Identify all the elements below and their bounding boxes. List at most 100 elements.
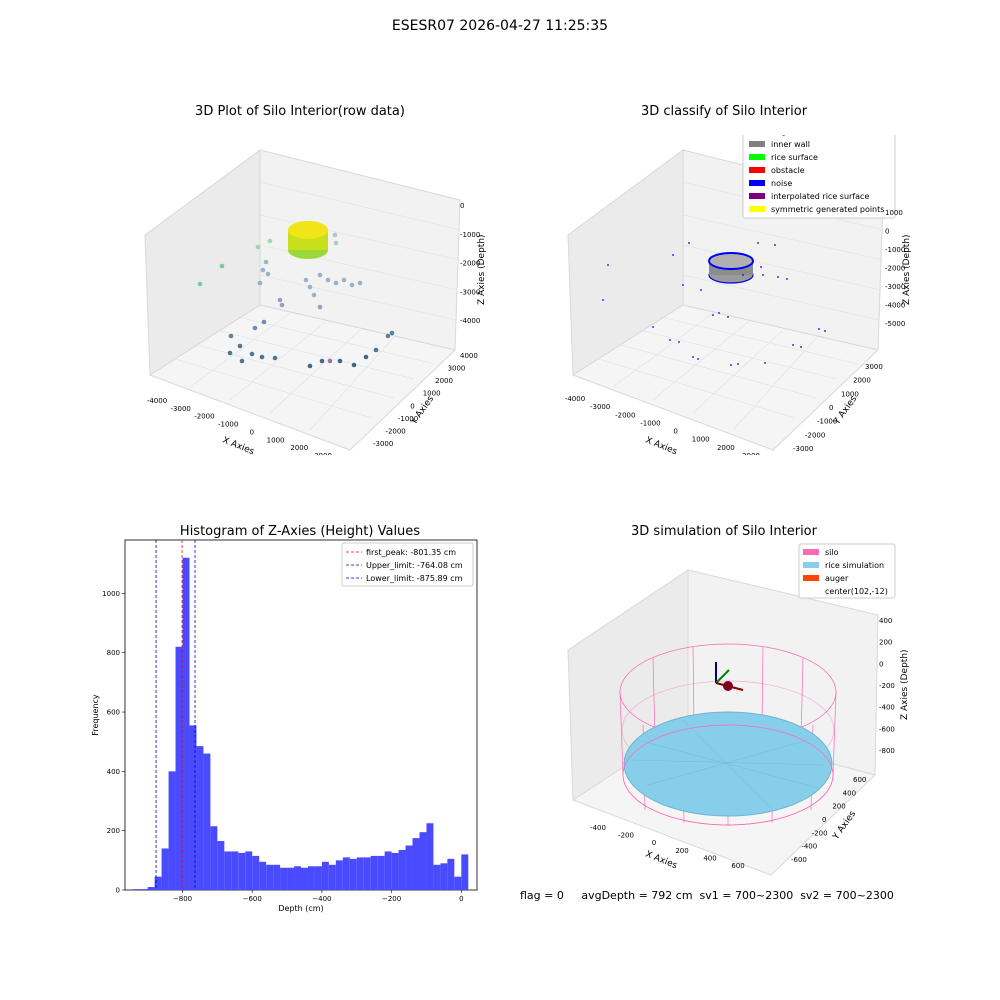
auger-marker — [715, 662, 744, 691]
histogram-y-tick-label: 800 — [107, 649, 120, 657]
histogram-bar — [133, 889, 141, 890]
noise-point — [672, 254, 674, 256]
simulation-zlabel: Z Axies (Depth) — [900, 649, 910, 720]
legend-label: center(102,-12) — [825, 587, 888, 596]
simulation-x-tick-label: 0 — [652, 839, 656, 847]
panel-title-simulation: 3D simulation of Silo Interior — [631, 524, 817, 539]
histogram-bar — [321, 861, 329, 890]
histogram-bar — [217, 841, 225, 890]
raw-data-point — [261, 319, 267, 325]
simulation-y-tick-label: -400 — [801, 843, 817, 851]
raw-data-point — [279, 302, 285, 308]
legend-swatch — [749, 167, 765, 173]
legend-label: inner wall — [771, 140, 810, 149]
raw-data-point — [333, 280, 339, 286]
raw-zlabel: Z Axies (Depth) — [477, 234, 487, 305]
raw-data-point — [239, 358, 245, 364]
simulation-y-tick-label: 200 — [832, 803, 845, 811]
histogram-bar — [175, 646, 183, 890]
raw-data-point — [263, 259, 269, 265]
status-footer: flag = 0 avgDepth = 792 cm sv1 = 700~230… — [520, 889, 894, 902]
histogram-bar — [189, 725, 197, 890]
raw-y-tick-label: 0 — [410, 402, 414, 410]
histogram-x-tick-label: −800 — [173, 895, 192, 903]
classify-x-tick-label: 2000 — [717, 444, 735, 452]
raw-y-tick-label: 3000 — [448, 365, 466, 373]
panel-title-classify: 3D classify of Silo Interior — [640, 104, 808, 119]
histogram-bars — [133, 557, 469, 890]
histogram-bar — [294, 866, 301, 890]
legend-swatch — [749, 193, 765, 199]
figure-title: ESESR07 2026-04-27 11:25:35 — [391, 18, 609, 34]
histogram-bar — [287, 867, 295, 890]
raw-data-point — [351, 362, 357, 368]
raw-data-point — [255, 244, 261, 250]
raw-data-point — [265, 271, 271, 277]
simulation-x-tick-label: 200 — [675, 847, 688, 855]
raw-data-point — [272, 355, 278, 361]
raw-data-point — [311, 292, 317, 298]
legend-label: obstacle — [771, 166, 805, 175]
classify-ring-top — [708, 252, 754, 270]
histogram-bar — [196, 746, 204, 890]
histogram-bar — [328, 864, 336, 890]
simulation-legend: silo rice simulation auger center(102,-12) — [798, 543, 896, 599]
raw-data-point — [385, 333, 391, 339]
raw-x-tick-label: -3000 — [171, 405, 191, 413]
legend-swatch — [803, 575, 819, 581]
raw-data-point — [267, 238, 273, 244]
raw-data-point — [389, 330, 395, 336]
classify-3d-plot: original data inner wall rice surface obsta… — [565, 135, 912, 455]
histogram-vlines — [155, 540, 196, 890]
simulation-z-tick-label: -600 — [879, 725, 895, 733]
legend-label: rice surface — [771, 153, 818, 162]
histogram-bar — [182, 557, 190, 890]
histogram-bar — [314, 866, 322, 890]
histogram-bar — [454, 876, 462, 890]
histogram-bar — [301, 867, 308, 890]
raw-data-point — [333, 240, 339, 246]
noise-point — [777, 276, 779, 278]
raw-data-point — [337, 358, 343, 364]
histogram-bar — [377, 855, 385, 890]
raw-data-point — [303, 277, 309, 283]
histogram-bar — [412, 838, 420, 890]
histogram-bar — [203, 753, 211, 890]
legend-swatch — [749, 154, 765, 160]
classify-zlabel: Z Axies (Depth) — [902, 234, 912, 305]
histogram-bar — [154, 876, 162, 890]
legend-label: auger — [825, 574, 849, 583]
histogram-bar — [238, 852, 246, 890]
raw-y-tick-label: 2000 — [435, 377, 453, 385]
histogram-y-tick-label: 0 — [116, 887, 120, 895]
raw-z-tick-label: -3000 — [460, 288, 480, 296]
histogram-bar — [280, 867, 288, 890]
classify-z-tick-label: -3000 — [885, 283, 905, 291]
legend-label: first_peak: -801.35 cm — [366, 548, 456, 557]
histogram-bar — [405, 845, 413, 890]
raw-x-tick-label: 3000 — [314, 452, 332, 455]
noise-point — [678, 341, 680, 343]
noise-point — [786, 278, 788, 280]
legend-swatch — [749, 180, 765, 186]
raw-data-point — [260, 267, 266, 273]
noise-point — [700, 289, 702, 291]
histogram-bar — [342, 857, 350, 890]
noise-point — [742, 274, 744, 276]
noise-point — [718, 312, 720, 314]
raw-y-tick-label: 1000 — [423, 390, 441, 398]
noise-point — [818, 328, 820, 330]
legend-label: interpolated rice surface — [771, 192, 869, 201]
histogram-bar — [440, 863, 448, 890]
raw-data-point — [332, 232, 338, 238]
histogram-bar — [335, 860, 343, 890]
histogram-x-tick-label: −200 — [382, 895, 401, 903]
classify-x-tick-label: 3000 — [742, 452, 760, 455]
raw-z-tick-label: -1000 — [460, 231, 480, 239]
legend-label: Upper_limit: -764.08 cm — [366, 561, 463, 570]
histogram-bar — [168, 771, 176, 890]
raw-x-tick-label: -1000 — [218, 421, 238, 429]
raw-data-point — [341, 277, 347, 283]
classify-x-tick-label: 1000 — [692, 436, 710, 444]
